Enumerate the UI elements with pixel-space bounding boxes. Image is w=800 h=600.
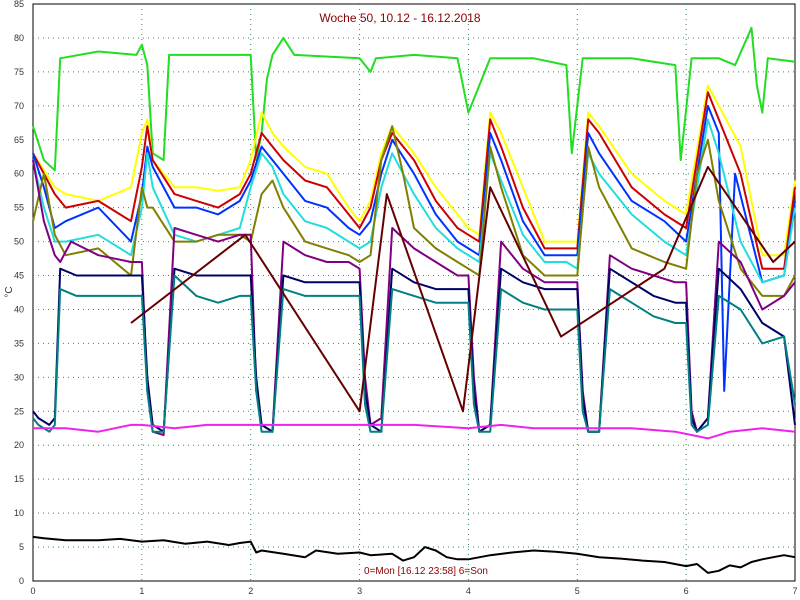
y-tick-label: 50 [14, 237, 24, 247]
y-tick-label: 15 [14, 474, 24, 484]
y-axis-label: °C [4, 286, 15, 297]
series-line-3 [32, 91, 796, 270]
series-lines [32, 26, 796, 574]
y-tick-label: 70 [14, 101, 24, 111]
y-tick-label: 55 [14, 203, 24, 213]
y-tick-label: 40 [14, 304, 24, 314]
x-tick-label: 0 [30, 586, 35, 596]
x-tick-label: 4 [466, 586, 471, 596]
series-line-9 [32, 274, 796, 433]
y-tick-label: 0 [19, 576, 24, 586]
tick-labels: 0 1 2 3 4 5 6 705101520253035404550556065707580… [14, 0, 798, 596]
chart-footer: 0=Mon [16.12 23:58] 6=Son [364, 566, 488, 577]
y-tick-label: 75 [14, 67, 24, 77]
y-tick-label: 20 [14, 440, 24, 450]
y-tick-label: 60 [14, 169, 24, 179]
x-tick-label: 2 [248, 586, 253, 596]
series-line-12 [32, 535, 796, 574]
series-line-8 [32, 267, 796, 433]
series-line-4 [32, 104, 796, 392]
y-tick-label: 5 [19, 542, 24, 552]
y-tick-label: 30 [14, 372, 24, 382]
x-tick-label: 7 [792, 586, 797, 596]
y-tick-label: 65 [14, 135, 24, 145]
series-line-10 [33, 423, 796, 440]
y-tick-label: 10 [14, 508, 24, 518]
x-tick-label: 6 [684, 586, 689, 596]
series-line-1 [32, 26, 796, 172]
plot-frame [32, 3, 796, 582]
y-tick-label: 45 [14, 271, 24, 281]
x-tick-label: 3 [357, 586, 362, 596]
series-line-6 [32, 125, 796, 297]
x-tick-label: 1 [139, 586, 144, 596]
x-tick-label: 5 [575, 586, 580, 596]
chart-title: Woche 50, 10.12 - 16.12.2018 [319, 11, 481, 25]
grid [33, 4, 795, 581]
y-tick-label: 80 [14, 33, 24, 43]
y-tick-label: 85 [14, 0, 24, 9]
series-line-11 [130, 165, 796, 413]
y-tick-label: 25 [14, 406, 24, 416]
y-tick-label: 35 [14, 338, 24, 348]
series-line-5 [32, 118, 796, 284]
